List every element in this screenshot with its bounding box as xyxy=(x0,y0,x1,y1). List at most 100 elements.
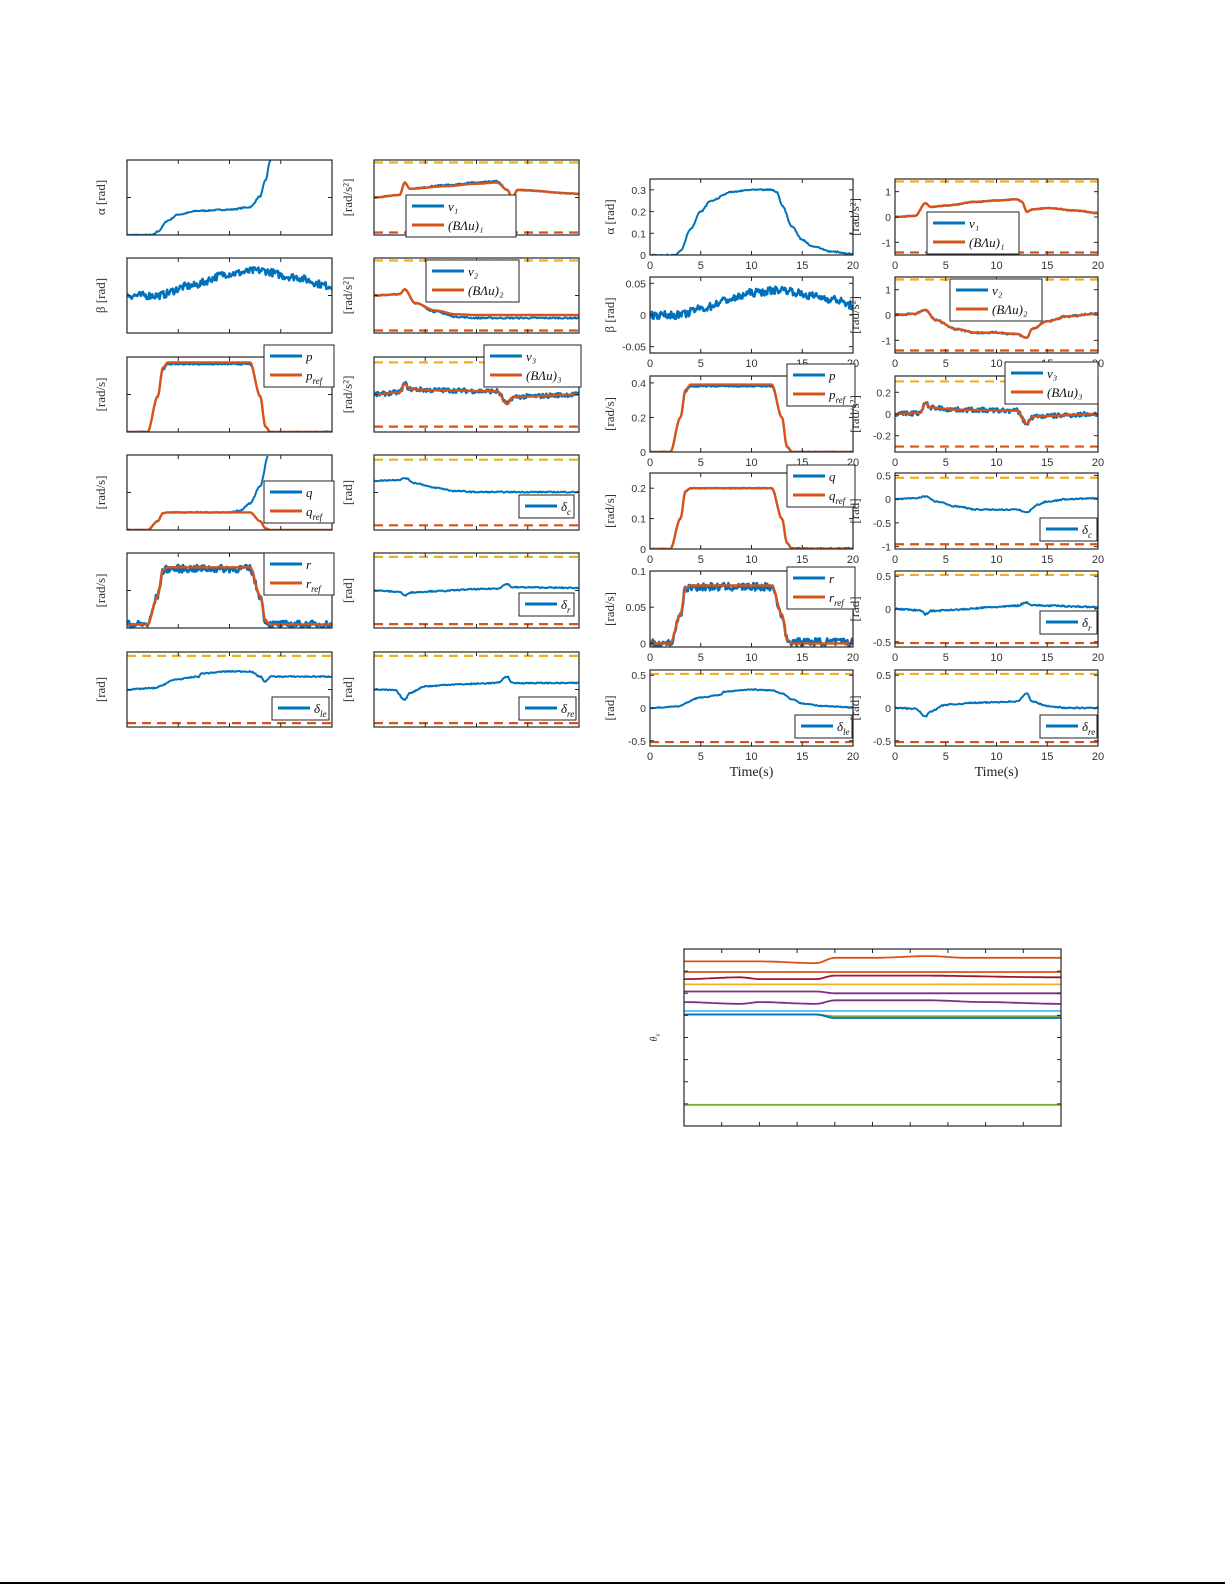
plot-area xyxy=(127,563,332,628)
plot-area xyxy=(895,476,1098,546)
legend-label: v₂ xyxy=(992,283,1003,298)
y-tick-label: 0.2 xyxy=(631,483,646,495)
x-tick-label: 5 xyxy=(698,652,704,664)
subplot-dr: 0 5 10 15 20-0.500.5[rad]δr xyxy=(847,570,1104,664)
subplot-alpha: α [rad] xyxy=(93,159,333,236)
x-tick-label: 20 xyxy=(1092,457,1104,469)
x-tick-label: 0 xyxy=(647,751,653,763)
x-tick-label: 10 xyxy=(990,260,1002,272)
subplot-beta: β [rad] xyxy=(93,257,333,334)
y-tick-label: -1 xyxy=(882,335,891,347)
theta-series-θ3 xyxy=(684,974,1061,980)
series-line-(BΛu)₂ xyxy=(895,308,1098,339)
plot-area xyxy=(127,654,332,725)
series-line-δ_c xyxy=(374,477,579,494)
plot-area xyxy=(650,285,853,321)
subplot-alpha: 0 5 10 15 20 0 0.1 0.2 0.3 α [rad] xyxy=(602,178,859,272)
subplot-v3: 0 5 10 15 20 -0.2 0 0.2 [rad/s²] v₃ (BΛu)₃ xyxy=(847,361,1104,469)
legend-label: q xyxy=(306,485,313,500)
plot-area xyxy=(127,160,272,235)
y-tick-label: 0.5 xyxy=(876,571,891,583)
legend-label: v₁ xyxy=(969,216,979,231)
y-tick-label: -0.05 xyxy=(622,342,646,354)
x-tick-label: 20 xyxy=(847,751,859,763)
x-tick-label: 5 xyxy=(698,457,704,469)
series-line-r_ref xyxy=(650,584,853,645)
legend: δr xyxy=(1039,610,1098,635)
subplot-dre: [rad] δre xyxy=(340,651,580,728)
plot-area xyxy=(374,259,579,332)
legend: v₂ (BΛu)₂ xyxy=(425,259,520,303)
x-tick-label: 5 xyxy=(698,751,704,763)
y-axis-label: α [rad] xyxy=(602,199,617,234)
y-tick-label: 0 xyxy=(885,604,891,616)
x-tick-label: 10 xyxy=(990,652,1002,664)
series-line-q_ref xyxy=(650,487,853,549)
legend-label: v₁ xyxy=(448,199,458,214)
y-tick-label: 0.5 xyxy=(876,670,891,682)
x-tick-label: 5 xyxy=(698,260,704,272)
y-tick-label: 0.1 xyxy=(631,514,646,526)
legend: v₃ (BΛu)₃ xyxy=(1004,361,1099,405)
axes-box xyxy=(894,570,1099,648)
y-tick-label: 0.3 xyxy=(631,185,646,197)
x-tick-label: 5 xyxy=(943,751,949,763)
legend-label: r xyxy=(829,571,835,586)
y-axis-label: [rad/s²] xyxy=(340,376,355,414)
series-line-(BΛu)₃ xyxy=(895,401,1098,425)
y-tick-label: -0.5 xyxy=(873,736,891,748)
x-tick-label: 20 xyxy=(1092,652,1104,664)
plot-area xyxy=(650,581,853,647)
x-tick-label: 0 xyxy=(892,554,898,566)
y-axis-label: [rad/s²] xyxy=(847,198,862,236)
theta-series-θ1 xyxy=(684,955,1061,965)
x-tick-label: 0 xyxy=(892,751,898,763)
x-tick-label: 20 xyxy=(847,260,859,272)
series-line-δ_r xyxy=(374,582,579,597)
y-axis-label: [rad] xyxy=(847,695,862,720)
y-tick-label: 0 xyxy=(885,409,891,421)
legend: δr xyxy=(518,592,575,617)
legend-label: p xyxy=(305,349,313,364)
plot-area xyxy=(895,573,1098,645)
y-tick-label: 0.05 xyxy=(626,602,647,614)
subplot-dr: [rad] δr xyxy=(340,552,580,629)
x-tick-label: 5 xyxy=(698,358,704,370)
x-tick-label: 15 xyxy=(796,260,808,272)
x-tick-label: 15 xyxy=(1041,554,1053,566)
x-tick-label: 15 xyxy=(1041,260,1053,272)
y-axis-label: [rad/s] xyxy=(93,476,108,510)
y-axis-label: θv xyxy=(649,1033,662,1042)
y-tick-label: 1 xyxy=(885,187,891,199)
plot-area xyxy=(650,188,853,255)
y-tick-label: -1 xyxy=(882,542,891,554)
x-tick-label: 10 xyxy=(745,260,757,272)
y-tick-label: 0 xyxy=(640,638,646,650)
y-axis-label: β [rad] xyxy=(602,297,617,332)
series-line-α xyxy=(127,160,272,235)
series-line-p_ref xyxy=(650,383,853,452)
series-line-q xyxy=(127,455,269,530)
y-tick-label: 0.2 xyxy=(876,387,891,399)
legend-label: (BΛu)₂ xyxy=(468,283,504,298)
x-tick-label: 15 xyxy=(1041,751,1053,763)
y-tick-label: 0 xyxy=(885,703,891,715)
x-tick-label: 15 xyxy=(796,554,808,566)
x-tick-label: 5 xyxy=(943,652,949,664)
y-axis-label: [rad] xyxy=(602,695,617,720)
series-line-(BΛu)₂ xyxy=(374,288,579,317)
y-axis-label: [rad] xyxy=(340,480,355,505)
page-bottom-rule xyxy=(0,1582,1225,1584)
y-axis-label: [rad/s²] xyxy=(847,296,862,334)
x-tick-label: 0 xyxy=(647,554,653,566)
series-line-(BΛu)₁ xyxy=(895,198,1098,219)
subplot-v3: [rad/s²] v₃ (BΛu)₃ xyxy=(340,344,582,433)
